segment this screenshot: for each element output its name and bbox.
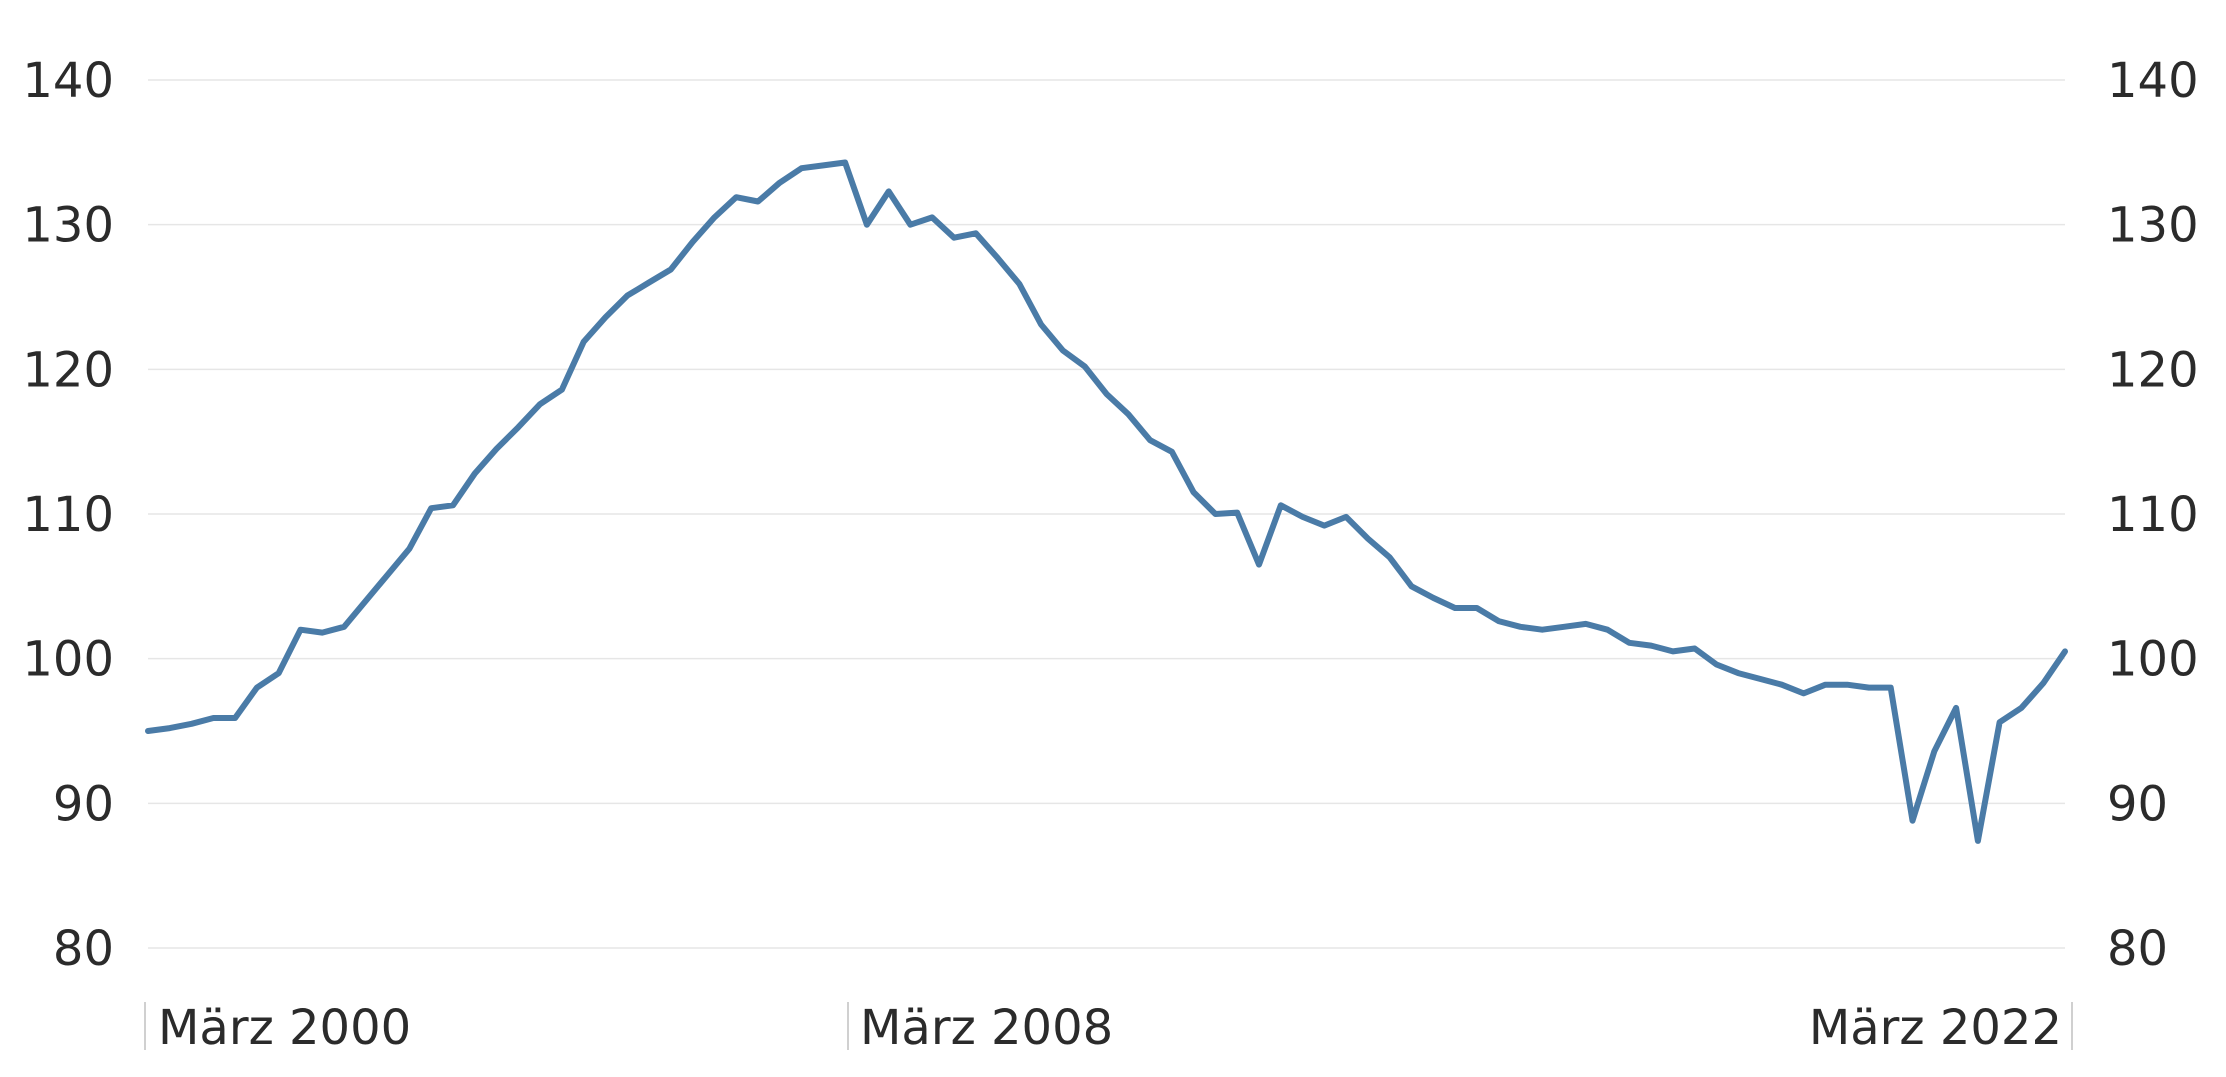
y-tick-right-130: 130 (2107, 198, 2199, 254)
x-tick-label-1: März 2008 (860, 1000, 1113, 1056)
y-tick-right-110: 110 (2107, 487, 2199, 543)
gridlines (148, 79, 2065, 949)
y-axis-left: 80 90 100 110 120 130 140 (22, 53, 114, 977)
y-axis-right: 80 90 100 110 120 130 140 (2107, 53, 2199, 977)
y-tick-right-140: 140 (2107, 53, 2199, 109)
x-axis: März 2000 März 2008 März 2022 (144, 1000, 2073, 1056)
y-tick-right-90: 90 (2107, 776, 2168, 832)
series-line (145, 159, 2068, 844)
y-tick-right-80: 80 (2107, 921, 2168, 977)
x-tick-label-2: März 2022 (1809, 1000, 2062, 1056)
y-tick-right-120: 120 (2107, 342, 2199, 398)
y-tick-left-140: 140 (22, 53, 114, 109)
x-tick-label-0: März 2000 (158, 1000, 411, 1056)
y-tick-left-120: 120 (22, 342, 114, 398)
y-tick-left-100: 100 (22, 632, 114, 688)
y-tick-left-90: 90 (53, 776, 114, 832)
y-tick-left-110: 110 (22, 487, 114, 543)
y-tick-right-100: 100 (2107, 632, 2199, 688)
y-tick-left-80: 80 (53, 921, 114, 977)
y-tick-left-130: 130 (22, 198, 114, 254)
